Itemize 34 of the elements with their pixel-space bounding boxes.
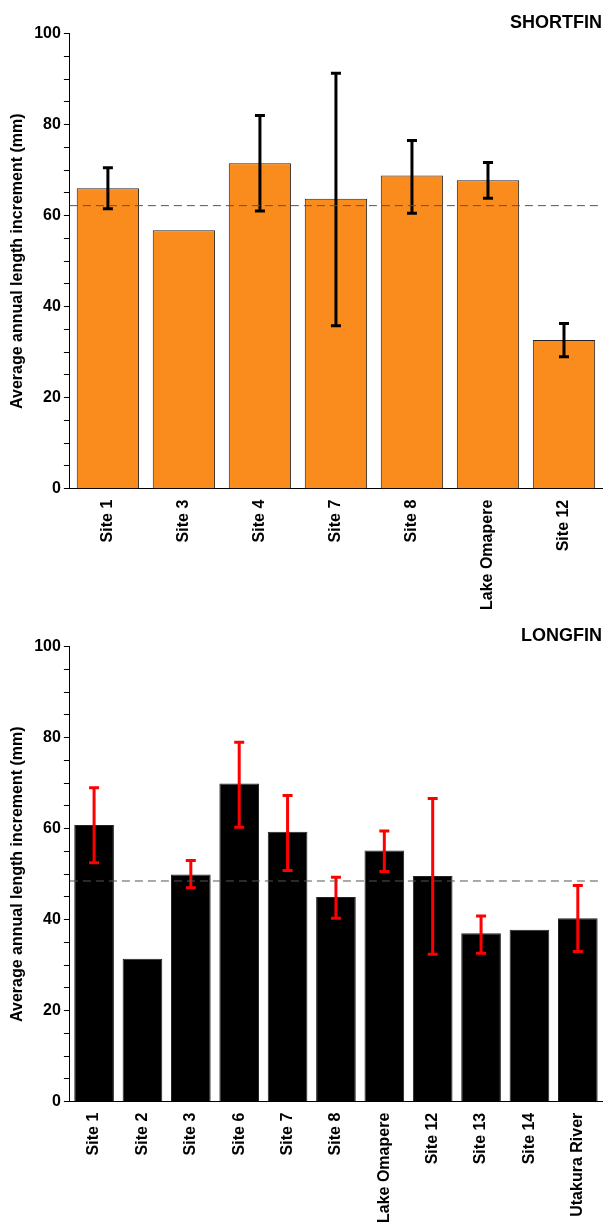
x-tick-label: Site 8 — [326, 1112, 344, 1156]
y-tick-label: 80 — [43, 728, 61, 746]
x-tick-label: Site 6 — [229, 1112, 247, 1156]
x-tick-label: Lake Omapere — [374, 1112, 392, 1223]
y-tick-label: 20 — [43, 1001, 61, 1019]
chart-title: LONGFIN — [521, 624, 602, 645]
y-axis-title: Average annual length increment (mm) — [8, 726, 26, 1022]
x-tick-label: Site 12 — [554, 499, 572, 552]
x-tick-label: Site 7 — [277, 1112, 295, 1156]
x-tick-label: Site 1 — [84, 1112, 102, 1156]
x-tick-label: Site 8 — [402, 499, 420, 543]
y-tick-label: 100 — [34, 24, 61, 42]
y-tick-label: 100 — [34, 637, 61, 655]
y-tick-label: 60 — [43, 206, 61, 224]
x-tick-label: Site 3 — [181, 1112, 199, 1156]
x-tick-label: Site 3 — [174, 499, 192, 543]
x-tick-label: Lake Omapere — [478, 499, 496, 610]
x-tick-label: Utakura River — [568, 1112, 586, 1217]
y-tick-label: 40 — [43, 910, 61, 928]
x-tick-label: Site 4 — [250, 499, 268, 543]
x-tick-label: Site 1 — [98, 499, 116, 543]
x-tick-label: Site 2 — [132, 1112, 150, 1156]
y-tick-label: 80 — [43, 115, 61, 133]
y-tick-label: 40 — [43, 297, 61, 315]
x-tick-label: Site 7 — [326, 499, 344, 543]
x-tick-label: Site 12 — [423, 1112, 441, 1165]
y-tick-label: 0 — [51, 479, 61, 497]
chart-title: SHORTFIN — [510, 11, 602, 32]
x-tick-label: Site 13 — [471, 1112, 489, 1165]
y-tick-label: 20 — [43, 388, 61, 406]
x-tick-label: Site 14 — [519, 1112, 537, 1165]
y-tick-label: 0 — [51, 1092, 61, 1110]
y-tick-label: 60 — [43, 819, 61, 837]
y-axis-title: Average annual length increment (mm) — [8, 113, 26, 409]
